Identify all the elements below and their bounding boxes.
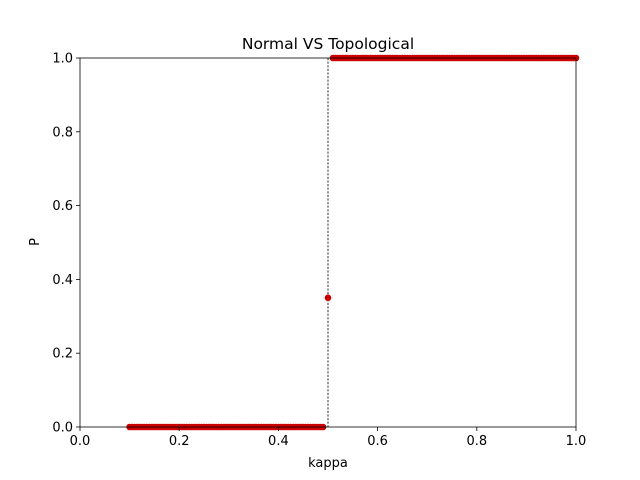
x-tick-label: 0.8 [466, 434, 487, 449]
x-tick-label: 0.2 [169, 434, 190, 449]
plot-area: 0.0 0.2 0.4 0.6 0.8 1.0 0.0 0.2 0.4 0.6 0.8 1.0 [52, 52, 586, 450]
plot-frame [79, 57, 577, 428]
x-tick-label: 0.6 [367, 434, 388, 449]
x-tick-label: 1.0 [566, 434, 587, 449]
y-tick-label: 1.0 [52, 52, 73, 67]
y-tick-label: 0.2 [52, 347, 73, 362]
y-tick-label: 0.8 [52, 125, 73, 140]
y-tick-label: 0.0 [52, 421, 73, 436]
y-tick-label: 0.6 [52, 199, 73, 214]
x-tick-label: 0.0 [70, 434, 91, 449]
chart-title: Normal VS Topological [242, 35, 414, 53]
y-axis-label: P [28, 238, 43, 246]
x-tick-label: 0.4 [268, 434, 289, 449]
y-tick-label: 0.4 [52, 273, 73, 288]
x-axis-label: kappa [308, 456, 348, 471]
data-point [324, 294, 332, 302]
